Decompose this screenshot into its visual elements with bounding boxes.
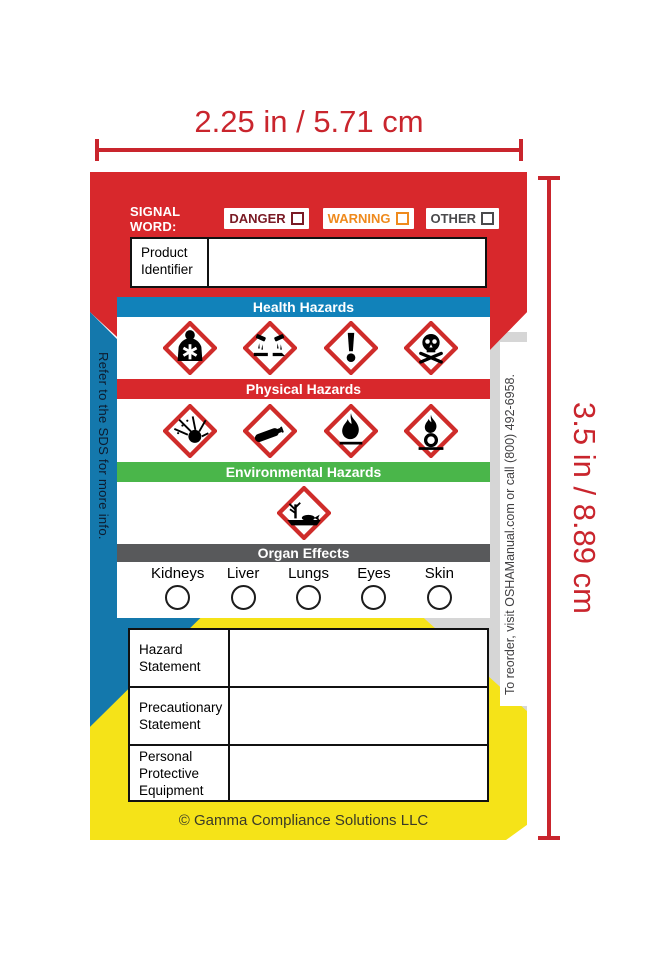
precautionary-statement-row: Precautionary Statement bbox=[130, 686, 487, 744]
width-dimension-text: 2.25 in / 5.71 cm bbox=[194, 104, 424, 139]
sds-note-vertical-text: Refer to the SDS for more info. bbox=[96, 352, 111, 540]
copyright-text: © Gamma Compliance Solutions LLC bbox=[178, 812, 429, 829]
organ-label: Kidneys bbox=[151, 565, 205, 582]
statements-table: Hazard Statement Precautionary Statement… bbox=[128, 628, 489, 802]
signal-word-row: SIGNAL WORD: DANGER WARNING OTHER bbox=[117, 203, 499, 234]
precautionary-statement-field[interactable] bbox=[230, 688, 487, 744]
health-hazards-header: Health Hazards bbox=[117, 297, 490, 317]
background-right-panel bbox=[500, 342, 527, 706]
signal-word-label: SIGNAL WORD: bbox=[130, 203, 181, 234]
hazard-statement-field[interactable] bbox=[230, 630, 487, 686]
environmental-hazards-header: Environmental Hazards bbox=[117, 462, 490, 482]
ppe-label: Personal Protective Equipment bbox=[130, 746, 230, 800]
ghs-exploding-bomb-icon bbox=[163, 403, 218, 458]
ghs-skull-crossbones-icon bbox=[403, 321, 458, 375]
organ-col-skin: Skin bbox=[407, 562, 472, 618]
ghs-label: Refer to the SDS for more info. To reord… bbox=[90, 172, 527, 840]
height-dimension-line bbox=[538, 176, 560, 840]
product-identifier-table: Product Identifier bbox=[130, 237, 487, 288]
organ-label: Lungs bbox=[288, 565, 329, 582]
ppe-row: Personal Protective Equipment bbox=[130, 744, 487, 800]
physical-hazards-header: Physical Hazards bbox=[117, 379, 490, 399]
ghs-corrosion-icon bbox=[243, 321, 298, 375]
danger-label: DANGER bbox=[229, 211, 286, 226]
ppe-field[interactable] bbox=[230, 746, 487, 800]
product-identifier-label: Product Identifier bbox=[132, 239, 209, 286]
product-identifier-field[interactable] bbox=[209, 239, 485, 286]
hazard-statement-row: Hazard Statement bbox=[130, 630, 487, 686]
ghs-environment-icon bbox=[276, 486, 331, 540]
width-dimension-line bbox=[95, 139, 523, 161]
organ-label: Liver bbox=[226, 565, 260, 582]
hazard-statement-label: Hazard Statement bbox=[130, 630, 230, 686]
other-label: OTHER bbox=[430, 211, 477, 226]
organ-col-kidneys: Kidneys bbox=[145, 562, 210, 618]
eyes-check-circle[interactable] bbox=[361, 585, 387, 610]
organ-label: Eyes bbox=[357, 565, 391, 582]
danger-checkbox[interactable] bbox=[290, 212, 304, 225]
ghs-health-hazard-icon bbox=[163, 321, 218, 375]
ghs-gas-cylinder-icon bbox=[243, 403, 298, 458]
organ-label: Skin bbox=[424, 565, 454, 582]
organ-col-eyes: Eyes bbox=[341, 562, 406, 618]
precautionary-statement-label: Precautionary Statement bbox=[130, 688, 230, 744]
ghs-exclamation-icon bbox=[323, 321, 378, 375]
warning-checkbox[interactable] bbox=[395, 212, 409, 225]
signal-option-warning: WARNING bbox=[322, 208, 414, 229]
other-checkbox[interactable] bbox=[481, 212, 494, 225]
signal-option-danger: DANGER bbox=[224, 208, 309, 229]
physical-pictogram-row bbox=[117, 399, 490, 462]
skin-check-circle[interactable] bbox=[426, 585, 452, 610]
ghs-flame-over-circle-icon bbox=[403, 403, 458, 458]
health-pictogram-row bbox=[117, 317, 490, 379]
ghs-flame-icon bbox=[323, 403, 378, 458]
environmental-pictogram-row bbox=[117, 482, 490, 544]
organ-col-lungs: Lungs bbox=[276, 562, 341, 618]
organ-effects-header: Organ Effects bbox=[117, 544, 490, 562]
organ-col-liver: Liver bbox=[210, 562, 275, 618]
lungs-check-circle[interactable] bbox=[296, 585, 322, 610]
liver-check-circle[interactable] bbox=[230, 585, 256, 610]
signal-option-other: OTHER bbox=[425, 208, 499, 229]
kidneys-check-circle[interactable] bbox=[165, 585, 191, 610]
reorder-note-vertical-text: To reorder, visit OSHAManual.com or call… bbox=[503, 374, 517, 695]
organ-effects-row: Kidneys Liver Lungs Eyes Skin bbox=[117, 562, 490, 618]
warning-label: WARNING bbox=[327, 211, 391, 226]
height-dimension-text: 3.5 in / 8.89 cm bbox=[567, 402, 602, 614]
